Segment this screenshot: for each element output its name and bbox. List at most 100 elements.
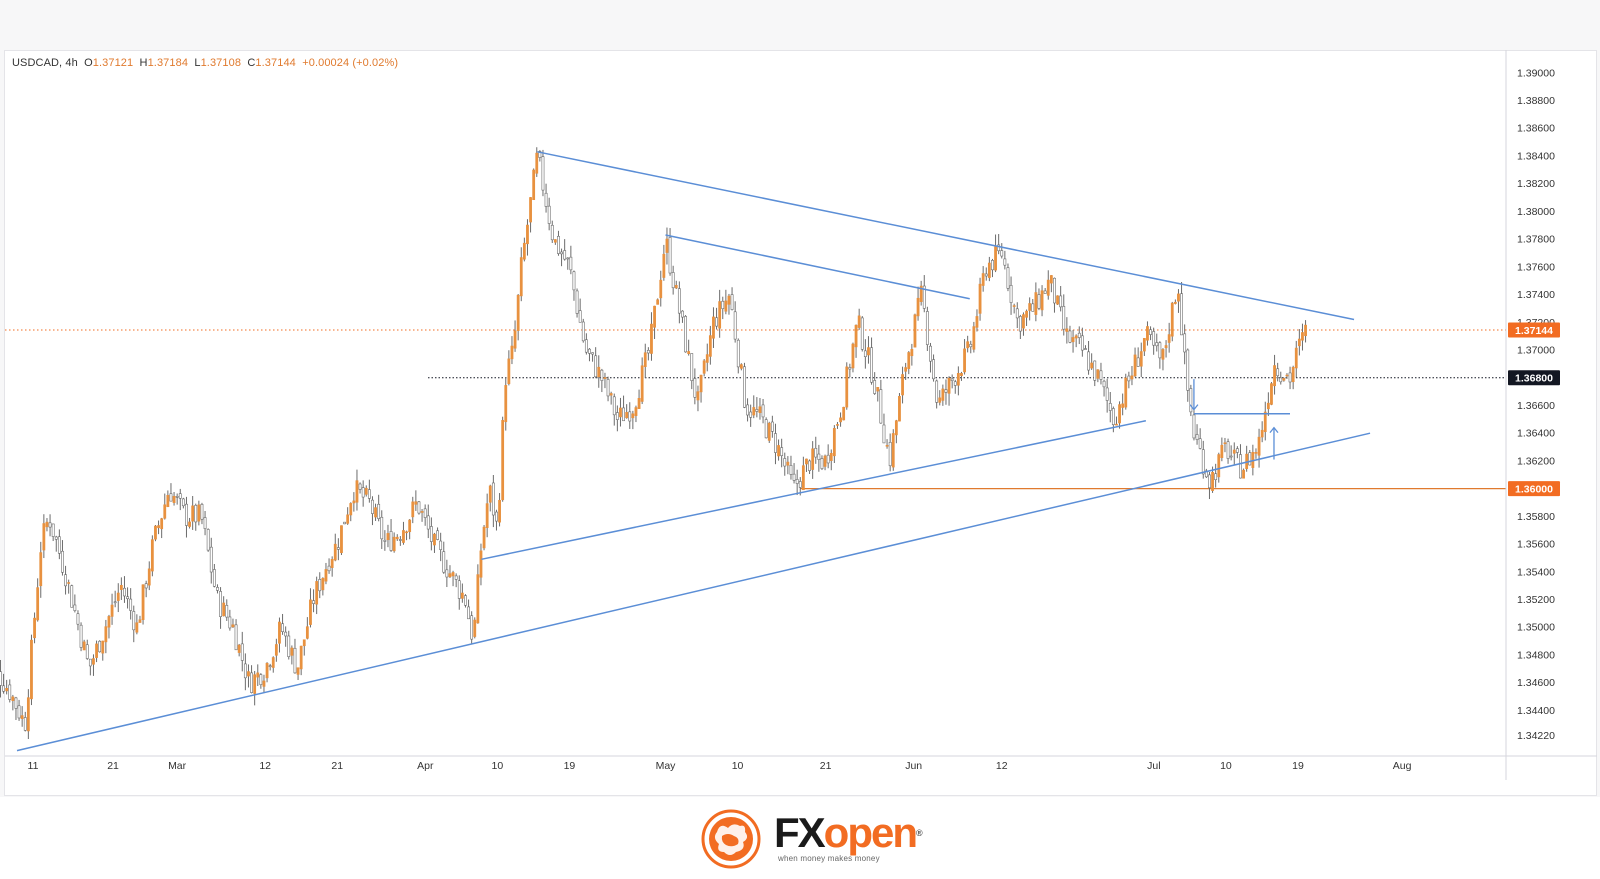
candle [839,412,842,427]
x-tick-label: 10 [492,760,504,772]
candle [1173,299,1177,305]
candle [70,584,74,608]
candle [454,573,458,588]
candle [956,366,960,396]
candle [575,288,579,318]
candle [817,444,821,472]
current-price-tag: 1.37144 [1508,322,1560,338]
trendline-upper-resistance[interactable] [537,151,1355,321]
candle [330,556,334,577]
candle [563,239,567,261]
candle [1003,250,1007,270]
candle [324,562,328,585]
candle [85,639,89,660]
candle [724,289,728,315]
candle [1087,340,1090,375]
candle [110,593,114,625]
candle [498,493,501,527]
candle [197,500,201,526]
candle [786,456,790,475]
candle [1127,371,1131,389]
candle [1273,354,1276,395]
candle [123,576,126,603]
candle [991,258,994,278]
candle [944,379,948,405]
brand-tagline: when money makes money [778,854,880,863]
candle [823,454,827,471]
x-tick-label: Jul [1147,760,1160,772]
close-value: 1.37144 [255,57,296,69]
candle [1161,348,1165,371]
candle [1124,373,1128,410]
x-tick-label: 21 [331,760,343,772]
candle [1136,347,1140,367]
candle [98,640,102,653]
ohlc-legend: USDCAD, 4h O1.37121 H1.37184 L1.37108 C1… [12,57,398,69]
price-chart[interactable]: 1.39000 1.38800 1.38600 1.38400 1.38200 1.380… [0,0,1600,800]
candle [1294,340,1298,378]
candle [1211,466,1214,493]
candle [219,587,222,629]
candle [191,496,195,530]
candle [898,393,901,422]
candle [650,312,653,361]
candle [1149,326,1152,341]
change-value: +0.00024 (+0.02%) [302,57,399,69]
symbol-label[interactable]: USDCAD, 4h [12,57,78,69]
candle [181,497,185,509]
level-1360-tag: 1.36000 [1508,481,1560,497]
candle [795,469,799,496]
fxopen-logo[interactable]: FXopen® when money makes money [700,808,940,872]
candle [371,496,374,526]
candle [1177,289,1180,313]
candle [715,307,718,330]
candle [966,335,970,353]
candle [445,559,449,588]
candle [829,449,833,471]
x-tick-label: 21 [107,760,119,772]
candle [1093,360,1097,387]
candle [705,343,709,372]
candle [1080,327,1084,357]
candle [1245,445,1249,472]
candle [116,583,120,613]
candle [876,387,880,402]
trendlines[interactable] [16,151,1371,752]
trendline-inner-lower-support[interactable] [481,419,1147,561]
annotation-arrows [1189,379,1279,460]
candle [1071,329,1075,353]
candle [578,298,582,323]
candle [405,530,408,541]
candle [302,639,306,656]
candle [1096,369,1100,383]
candle [76,610,80,631]
candle [879,379,883,424]
brand-name: FXopen® [774,809,923,856]
candle [1270,382,1273,406]
candle [361,480,365,507]
candle [442,541,446,574]
candle [1192,406,1196,441]
candle [107,614,111,639]
candle [1189,384,1193,417]
candle [222,596,226,617]
candle [727,293,731,315]
candle [479,543,483,586]
candle [814,436,818,464]
candle [237,643,241,657]
candle [1034,282,1038,322]
x-tick-label: 10 [732,760,744,772]
candle [662,244,666,281]
candle [699,374,703,403]
candle [51,523,55,542]
candle [984,267,988,281]
candle [138,615,142,623]
trendline-inner-upper[interactable] [665,234,970,300]
trendline-main-support[interactable] [16,432,1371,752]
candle [343,521,346,525]
candle [433,532,436,553]
candle [265,662,269,683]
candle [1220,437,1224,462]
low-label: L [194,57,201,69]
candle [250,665,253,694]
